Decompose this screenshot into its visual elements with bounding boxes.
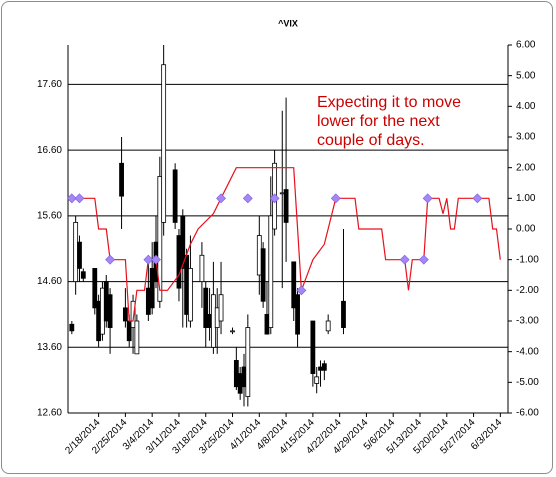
y2-tick-label: -5.00 [516,377,539,388]
candle-body [172,169,178,223]
candle-body [210,294,216,348]
signal-marker [151,254,161,265]
signal-marker [74,193,85,204]
candle-body [107,294,113,328]
candle-body [92,268,98,309]
candle-body [295,294,300,335]
y2-tick-label: -2.00 [516,285,539,296]
candle-body [119,162,124,197]
candle-body [283,189,289,223]
candle-body [218,294,224,322]
candle-body [241,366,247,388]
candle-body [122,307,128,322]
y-tick-label: 14.60 [37,276,62,287]
candle-body [325,320,331,332]
candle-body [291,261,297,309]
y-tick-label: 17.60 [37,79,62,90]
candle-body [203,287,209,328]
candle-body [237,373,243,394]
annotation: Expecting it to move [317,94,461,111]
y2-tick-label: 6.00 [516,40,536,51]
candle-body [126,320,132,342]
candle-body [268,215,274,328]
signal-marker [418,254,429,265]
y-tick-label: 16.60 [37,145,62,156]
y2-tick-label: 2.00 [516,162,536,173]
candle-body [157,176,163,302]
candle-body [256,235,262,276]
signal-marker [216,193,226,204]
y2-tick-label: 1.00 [516,193,536,204]
signal-marker [66,193,77,204]
candle-body [161,64,167,223]
signal-marker [105,254,116,265]
candle-body [207,314,212,328]
signal-marker [269,193,280,204]
annotation: lower for the next [317,113,440,130]
signal-marker [242,193,253,204]
y2-tick-label: 5.00 [516,70,536,81]
candle-body [230,330,235,333]
y2-tick-label: 3.00 [516,132,536,143]
candle-body [100,287,105,335]
candle-body [149,268,155,309]
signal-marker [330,193,341,204]
candle-body [245,327,251,397]
candle-body [73,222,79,282]
candle-body [318,366,323,371]
candle-body [69,323,75,332]
annotation: couple of days. [317,132,425,149]
candle-body [310,320,316,374]
y-tick-label: 15.60 [37,210,62,221]
candle-body [314,376,320,384]
signal-marker [422,193,433,204]
candle-body [176,235,182,289]
y2-tick-label: -3.00 [516,316,539,327]
candle-body [134,320,140,355]
candle-body [260,248,266,302]
candle-body [77,241,82,269]
signal-marker [399,254,410,265]
signal-marker [296,285,307,296]
y2-tick-label: -4.00 [516,346,539,357]
candle-body [96,300,102,342]
candle-body [214,307,220,328]
y2-tick-label: 0.00 [516,224,536,235]
candle-body [321,363,327,371]
signal-marker [143,254,154,265]
candle-body [184,254,190,315]
chart-title: ^VIX [278,18,298,28]
candle-body [341,300,346,328]
candle-body [264,314,270,335]
signal-marker [472,193,483,204]
candle-body [180,215,186,269]
candle-body [145,287,151,315]
candle-body [233,360,239,388]
candle-body [199,254,205,282]
y-tick-label: 12.60 [37,408,62,419]
candle-body [279,192,285,195]
y2-tick-label: 4.00 [516,101,536,112]
y-tick-label: 13.60 [37,342,62,353]
candle-body [80,271,86,279]
y2-tick-label: -1.00 [516,254,539,265]
candle-body [130,300,136,328]
candle-body [188,268,193,322]
candle-body [103,281,109,322]
y2-tick-label: -6.00 [516,408,539,419]
